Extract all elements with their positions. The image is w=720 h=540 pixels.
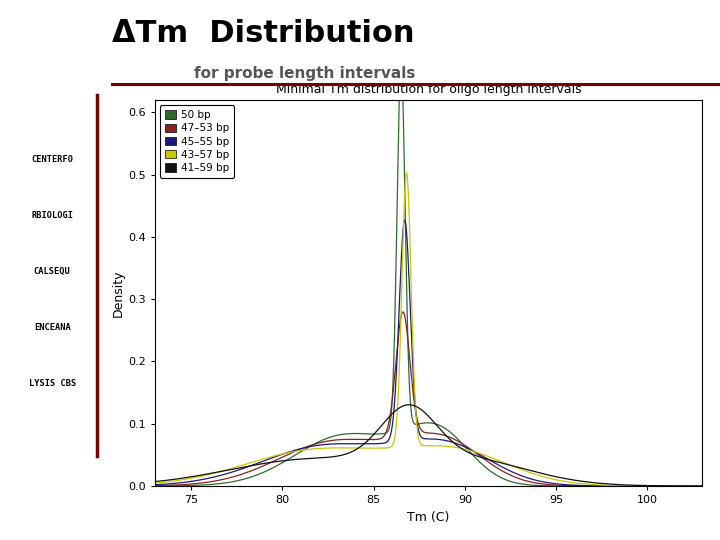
- Text: LYSIS CBS: LYSIS CBS: [29, 380, 76, 388]
- Y-axis label: Density: Density: [112, 269, 125, 316]
- Text: CENTERFO: CENTERFO: [31, 155, 73, 164]
- Title: Minimal Tm distribution for oligo length intervals: Minimal Tm distribution for oligo length…: [276, 83, 581, 96]
- X-axis label: Tm (C): Tm (C): [408, 511, 449, 524]
- Text: ΔTm  Distribution: ΔTm Distribution: [112, 19, 414, 48]
- Text: ENCEANA: ENCEANA: [34, 323, 71, 332]
- Text: CALSEQU: CALSEQU: [34, 267, 71, 276]
- Legend: 50 bp, 47–53 bp, 45–55 bp, 43–57 bp, 41–59 bp: 50 bp, 47–53 bp, 45–55 bp, 43–57 bp, 41–…: [160, 105, 234, 178]
- Text: for probe length intervals: for probe length intervals: [194, 66, 415, 81]
- Text: RBIOLOGI: RBIOLOGI: [31, 211, 73, 220]
